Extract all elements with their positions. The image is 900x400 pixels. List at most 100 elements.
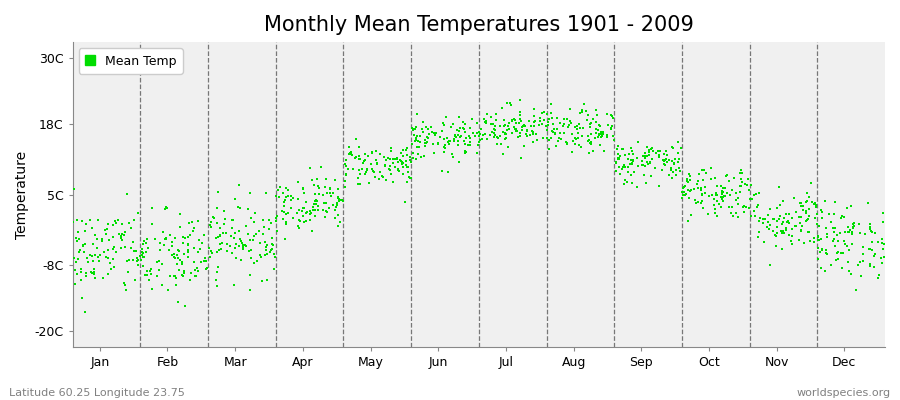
Point [661, 152, 675, 158]
Point [617, 152, 632, 158]
Point [785, 226, 799, 232]
Point [610, 155, 625, 161]
Y-axis label: Temperature: Temperature [15, 150, 29, 239]
Point [863, 261, 878, 267]
Point [260, 251, 274, 257]
Point [115, 237, 130, 244]
Point [473, 131, 488, 137]
Point [302, 208, 317, 214]
Point [400, 179, 415, 186]
Point [835, 212, 850, 219]
Point [489, 110, 503, 117]
Point [565, 131, 580, 138]
Point [840, 242, 854, 249]
Point [209, 234, 223, 241]
Point [664, 144, 679, 150]
Point [189, 273, 203, 279]
Point [86, 270, 100, 276]
Point [608, 159, 623, 166]
Point [84, 269, 98, 275]
Point [734, 167, 748, 173]
Point [443, 138, 457, 144]
Point [246, 237, 260, 244]
Point [594, 128, 608, 135]
Point [113, 245, 128, 252]
Point [74, 268, 88, 275]
Point [590, 127, 605, 133]
Point [666, 169, 680, 175]
Point [767, 216, 781, 222]
Point [191, 218, 205, 224]
Point [638, 180, 652, 186]
Point [630, 155, 644, 162]
Point [442, 138, 456, 144]
Point [137, 254, 151, 261]
Point [450, 126, 464, 133]
Point [232, 236, 247, 242]
Point [310, 176, 324, 182]
Point [413, 139, 428, 145]
Point [662, 172, 676, 178]
Point [300, 209, 314, 216]
Point [320, 190, 335, 196]
Point [400, 152, 415, 158]
Point [863, 246, 878, 252]
Point [276, 209, 291, 216]
Point [717, 185, 732, 192]
Point [576, 124, 590, 131]
Point [425, 128, 439, 135]
Point [618, 164, 633, 171]
Point [388, 164, 402, 170]
Point [274, 207, 289, 214]
Point [433, 134, 447, 140]
Point [735, 170, 750, 176]
Point [406, 150, 420, 157]
Point [645, 155, 660, 162]
Point [669, 172, 683, 178]
Point [872, 272, 886, 278]
Point [445, 151, 459, 157]
Point [226, 217, 240, 223]
Point [86, 270, 101, 277]
Point [842, 229, 856, 235]
Point [704, 176, 718, 182]
Point [463, 138, 477, 145]
Point [456, 118, 471, 125]
Point [341, 144, 356, 150]
Point [812, 222, 826, 229]
Point [323, 186, 338, 192]
Point [640, 144, 654, 150]
Point [645, 145, 660, 152]
Point [634, 157, 649, 164]
Point [178, 302, 193, 309]
Point [569, 135, 583, 142]
Point [720, 190, 734, 196]
Point [162, 246, 176, 253]
Point [798, 199, 813, 206]
Point [476, 132, 491, 138]
Point [662, 156, 676, 163]
Point [756, 220, 770, 226]
Point [652, 183, 666, 190]
Point [643, 160, 657, 166]
Point [554, 130, 568, 136]
Point [122, 219, 136, 226]
Point [535, 121, 549, 127]
Point [364, 165, 379, 172]
Point [841, 258, 855, 265]
Point [695, 198, 709, 205]
Point [507, 116, 521, 122]
Point [580, 133, 595, 139]
Point [99, 254, 113, 260]
Point [761, 219, 776, 226]
Point [593, 131, 608, 138]
Point [259, 244, 274, 250]
Point [536, 109, 551, 115]
Point [182, 220, 196, 227]
Point [331, 223, 346, 229]
Point [554, 136, 568, 142]
Point [637, 153, 652, 160]
Point [716, 188, 730, 194]
Point [673, 144, 688, 151]
Point [571, 130, 585, 136]
